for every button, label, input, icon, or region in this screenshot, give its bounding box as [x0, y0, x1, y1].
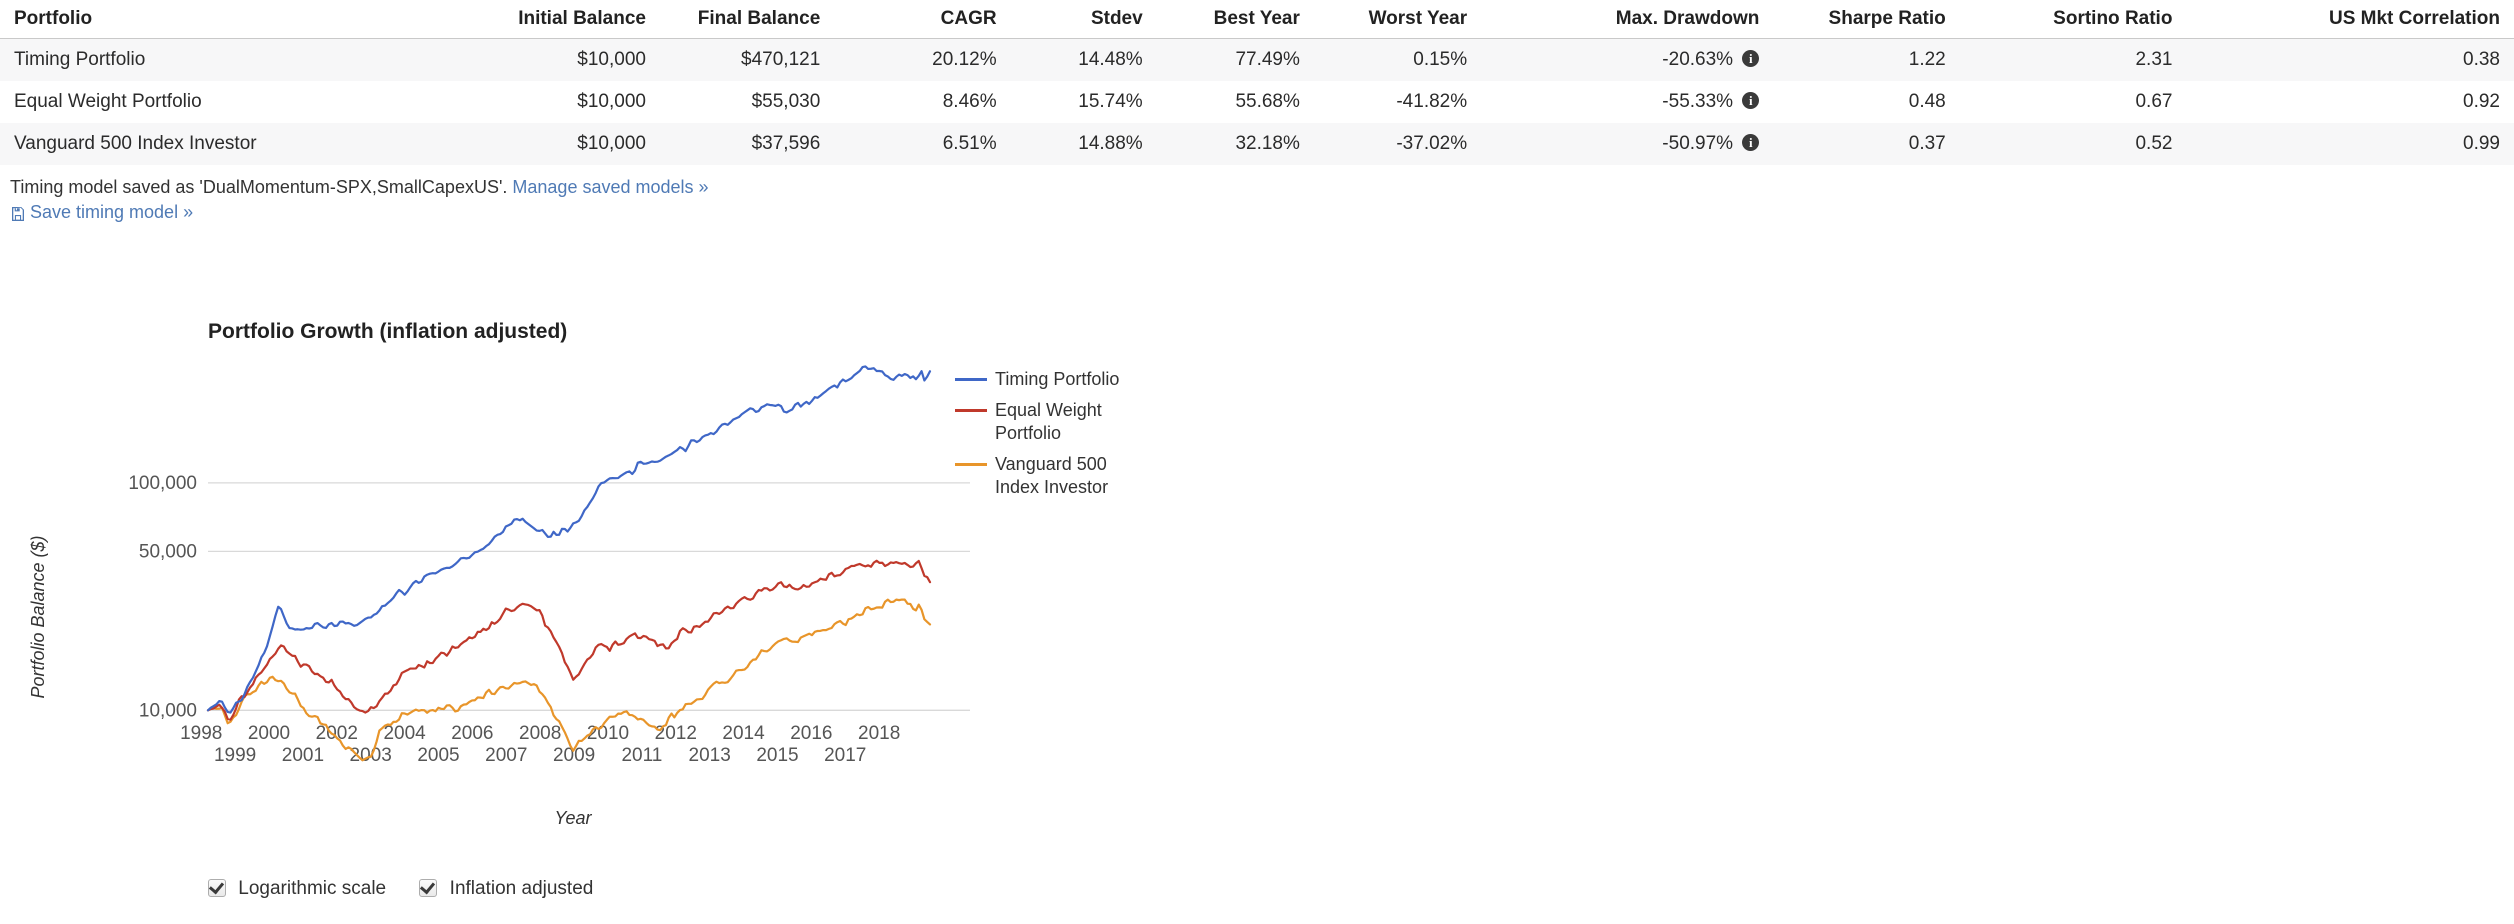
svg-text:2012: 2012: [655, 723, 697, 744]
svg-text:2014: 2014: [722, 723, 765, 744]
svg-text:2008: 2008: [519, 723, 561, 744]
svg-text:2017: 2017: [824, 745, 866, 766]
svg-text:2004: 2004: [383, 723, 426, 744]
svg-text:2000: 2000: [248, 723, 290, 744]
svg-text:50,000: 50,000: [139, 541, 197, 562]
svg-text:2013: 2013: [689, 745, 731, 766]
svg-text:2010: 2010: [587, 723, 629, 744]
svg-text:1999: 1999: [214, 745, 256, 766]
svg-text:2015: 2015: [756, 745, 798, 766]
svg-text:2007: 2007: [485, 745, 527, 766]
svg-text:2016: 2016: [790, 723, 832, 744]
svg-text:10,000: 10,000: [139, 700, 197, 721]
svg-text:2001: 2001: [282, 745, 324, 766]
svg-text:2006: 2006: [451, 723, 493, 744]
svg-text:2002: 2002: [316, 723, 358, 744]
svg-text:2018: 2018: [858, 723, 900, 744]
svg-text:2005: 2005: [417, 745, 459, 766]
svg-text:1998: 1998: [180, 723, 222, 744]
svg-text:2011: 2011: [621, 745, 662, 766]
svg-text:100,000: 100,000: [128, 473, 197, 494]
